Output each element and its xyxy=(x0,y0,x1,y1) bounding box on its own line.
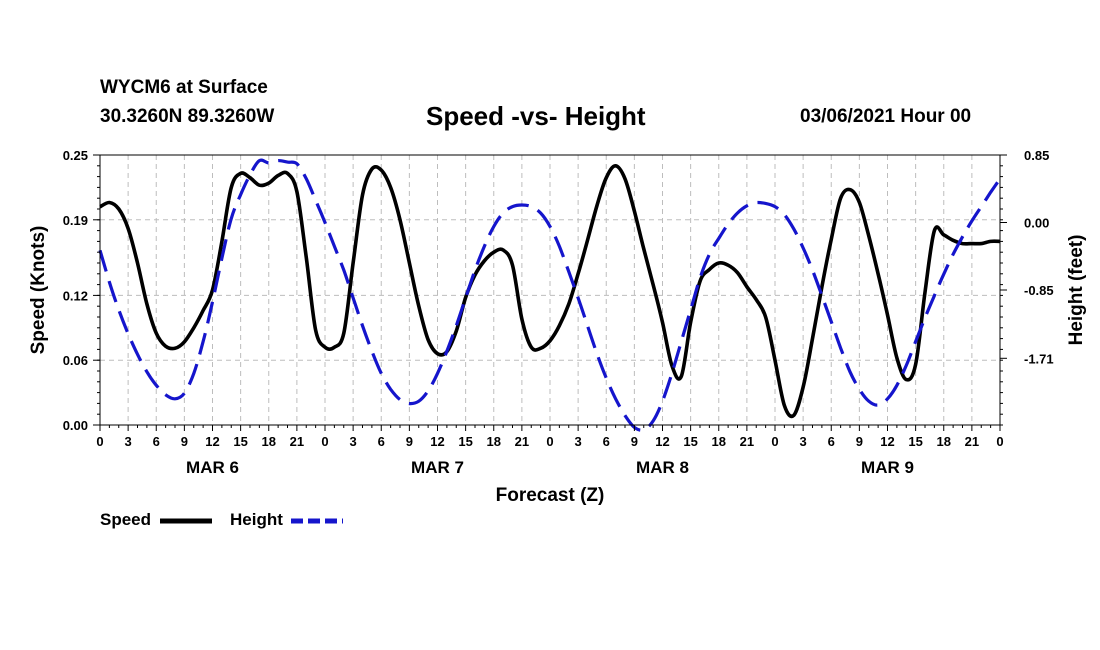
x-tick-label: 18 xyxy=(262,434,276,449)
x-tick-label: 12 xyxy=(655,434,669,449)
y-right-tick-label: 0.00 xyxy=(1024,216,1049,231)
x-axis-title: Forecast (Z) xyxy=(496,485,605,506)
y-axis-right-title: Height (feet) xyxy=(1066,235,1087,346)
series-layer xyxy=(98,158,1002,432)
x-tick-label: 18 xyxy=(712,434,726,449)
x-tick-label: 0 xyxy=(96,434,103,449)
legend-speed-label: Speed xyxy=(100,510,151,529)
y-right-tick-label: 0.85 xyxy=(1024,148,1049,163)
x-tick-label: 15 xyxy=(233,434,247,449)
x-tick-label: 0 xyxy=(321,434,328,449)
day-label: MAR 9 xyxy=(861,458,914,477)
x-tick-label: 12 xyxy=(430,434,444,449)
day-label: MAR 8 xyxy=(636,458,689,477)
y-left-tick-label: 0.12 xyxy=(63,288,88,303)
forecast-datetime: 03/06/2021 Hour 00 xyxy=(800,106,972,127)
x-tick-label: 6 xyxy=(828,434,835,449)
x-tick-label: 18 xyxy=(937,434,951,449)
x-tick-label: 9 xyxy=(406,434,413,449)
station-coordinates: 30.3260N 89.3260W xyxy=(100,106,275,127)
series-line-speed xyxy=(99,164,1001,419)
y-axis-left-title: Speed (Knots) xyxy=(28,226,49,355)
x-tick-label: 21 xyxy=(515,434,529,449)
x-tick-label: 21 xyxy=(740,434,754,449)
x-tick-label: 15 xyxy=(458,434,472,449)
x-tick-label: 3 xyxy=(575,434,582,449)
series-line-height xyxy=(98,158,1002,432)
plot-frame xyxy=(99,154,1001,426)
legend: Speed Height xyxy=(100,510,343,529)
x-tick-label: 18 xyxy=(487,434,501,449)
x-tick-label: 15 xyxy=(908,434,922,449)
station-name: WYCM6 at Surface xyxy=(100,77,268,98)
chart-title: Speed -vs- Height xyxy=(426,101,646,131)
x-tick-label: 9 xyxy=(631,434,638,449)
y-left-tick-label: 0.06 xyxy=(63,353,88,368)
x-tick-label: 9 xyxy=(181,434,188,449)
legend-height-label: Height xyxy=(230,510,283,529)
x-tick-label: 6 xyxy=(153,434,160,449)
x-tick-label: 3 xyxy=(125,434,132,449)
x-tick-label: 0 xyxy=(771,434,778,449)
x-tick-label: 0 xyxy=(996,434,1003,449)
y-left-tick-label: 0.00 xyxy=(63,418,88,433)
y-right-tick-label: -0.85 xyxy=(1024,283,1054,298)
x-tick-label: 9 xyxy=(856,434,863,449)
x-tick-label: 12 xyxy=(880,434,894,449)
x-tick-label: 6 xyxy=(378,434,385,449)
y-left-tick-label: 0.25 xyxy=(63,148,88,163)
day-label: MAR 7 xyxy=(411,458,464,477)
x-tick-label: 3 xyxy=(350,434,357,449)
day-label: MAR 6 xyxy=(186,458,239,477)
tick-labels: 0 3 6 9 12 15 18 21 0 3 6 9 12 15 18 21 0 3 6 9 12 15 18 21 0 3 6 9… xyxy=(63,148,1054,477)
x-tick-label: 21 xyxy=(290,434,304,449)
y-right-tick-label: -1.71 xyxy=(1024,351,1054,366)
axes xyxy=(93,154,1007,431)
x-tick-label: 21 xyxy=(965,434,979,449)
y-left-tick-label: 0.19 xyxy=(63,213,88,228)
x-tick-label: 15 xyxy=(683,434,697,449)
x-tick-label: 0 xyxy=(546,434,553,449)
x-tick-label: 3 xyxy=(800,434,807,449)
x-tick-label: 6 xyxy=(603,434,610,449)
x-tick-label: 12 xyxy=(205,434,219,449)
grid xyxy=(99,155,1001,425)
